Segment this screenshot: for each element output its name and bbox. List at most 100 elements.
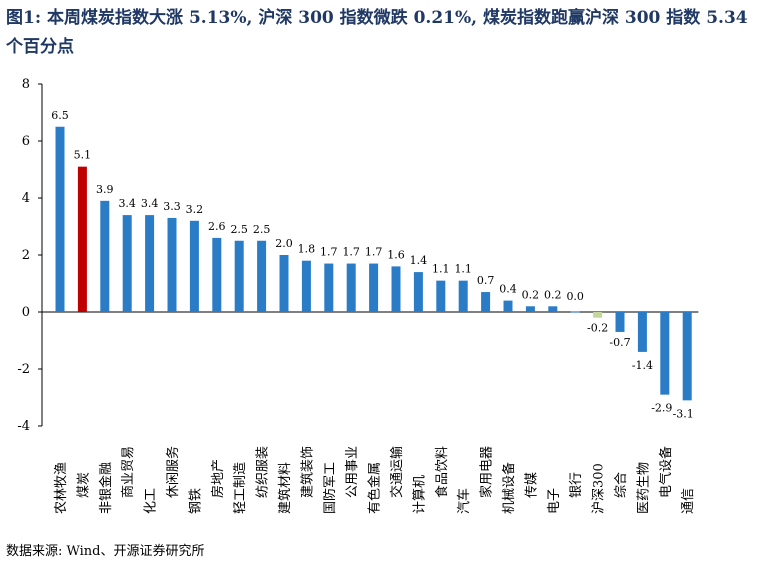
value-label: -0.2	[587, 322, 608, 335]
bar	[55, 126, 65, 312]
bar	[279, 255, 289, 312]
bar	[122, 215, 132, 312]
bar	[548, 306, 558, 312]
bar	[167, 217, 177, 312]
bar	[257, 240, 267, 312]
value-label: -1.4	[632, 359, 653, 372]
bar	[525, 306, 535, 312]
category-label: 公用事业	[345, 446, 360, 498]
category-label: 纺织服装	[256, 446, 271, 498]
bar	[145, 215, 155, 312]
value-label: 0.0	[566, 290, 584, 303]
y-tick-label: 8	[22, 77, 30, 92]
value-label: 3.3	[163, 200, 181, 213]
category-label: 交通运输	[389, 446, 405, 498]
value-label: 0.7	[477, 274, 495, 287]
bar	[301, 260, 311, 312]
bar	[324, 263, 334, 312]
category-label: 商业贸易	[121, 446, 136, 498]
category-label: 机械设备	[501, 462, 517, 514]
value-label: 3.4	[118, 197, 136, 210]
value-label: 6.5	[51, 109, 69, 122]
source-note: 数据来源: Wind、开源证券研究所	[6, 544, 205, 559]
value-label: -3.1	[673, 407, 694, 420]
category-label: 房地产	[210, 459, 226, 498]
category-label: 食品饮料	[434, 446, 450, 498]
value-label: 1.1	[432, 263, 450, 276]
value-label: 2.5	[230, 223, 248, 236]
bar	[436, 280, 446, 312]
bar	[100, 200, 110, 312]
bars	[55, 126, 692, 401]
category-label: 钢铁	[188, 488, 203, 514]
bar	[615, 312, 625, 332]
category-label: 家用电器	[479, 446, 495, 498]
category-label: 休闲服务	[165, 446, 181, 498]
bar	[481, 292, 491, 312]
y-tick-label: 6	[22, 134, 30, 149]
category-label: 综合	[614, 472, 629, 498]
y-tick-label: 0	[22, 305, 30, 320]
value-label: 1.4	[410, 254, 428, 267]
category-label: 建筑装饰	[299, 446, 315, 498]
category-label: 煤炭	[76, 472, 91, 498]
value-label: 1.1	[454, 263, 472, 276]
category-label: 沪深300	[591, 463, 607, 514]
bar	[503, 300, 513, 312]
value-label: -0.7	[609, 336, 630, 349]
category-label: 传媒	[524, 472, 539, 498]
value-label: 5.1	[74, 149, 92, 162]
value-label: -2.9	[651, 402, 672, 415]
value-label: 3.2	[186, 203, 204, 216]
category-label: 农林牧渔	[54, 462, 69, 514]
bar	[637, 312, 647, 352]
category-label: 有色金属	[367, 462, 383, 514]
value-label: 2.0	[275, 237, 293, 250]
y-tick-label: -4	[17, 419, 30, 434]
bar	[212, 237, 222, 312]
value-label: 1.7	[320, 246, 338, 259]
category-label: 计算机	[412, 475, 427, 514]
category-label: 电子	[547, 488, 562, 514]
bar	[346, 263, 356, 312]
bar	[570, 311, 580, 313]
bar	[593, 312, 603, 318]
value-label: 2.5	[253, 223, 271, 236]
bar	[189, 220, 199, 312]
category-label: 通信	[681, 488, 696, 514]
category-label: 医药生物	[636, 462, 651, 514]
bar	[391, 266, 401, 312]
value-label: 0.2	[544, 288, 562, 301]
category-label: 轻工制造	[233, 462, 248, 514]
value-label: 1.8	[298, 243, 316, 256]
bar	[682, 312, 692, 401]
value-label: 1.6	[387, 248, 405, 261]
category-label: 建筑材料	[277, 462, 293, 514]
category-label: 化工	[144, 488, 159, 514]
value-label: 2.6	[208, 220, 226, 233]
bar	[413, 272, 423, 312]
value-label: 1.7	[365, 246, 383, 259]
y-tick-label: 2	[22, 248, 30, 263]
category-label: 银行	[569, 472, 584, 498]
bar	[234, 240, 244, 312]
category-label: 国防军工	[322, 462, 338, 514]
y-tick-label: -2	[17, 362, 30, 377]
bar	[458, 280, 468, 312]
bar	[369, 263, 379, 312]
value-label: 0.2	[522, 288, 540, 301]
category-label: 非银金融	[98, 462, 114, 514]
value-label: 1.7	[342, 246, 360, 259]
bar	[660, 312, 670, 395]
category-label: 汽车	[456, 488, 472, 514]
chart-title: 图1: 本周煤炭指数大涨 5.13%, 沪深 300 指数微跌 0.21%, 煤…	[6, 8, 748, 57]
value-label: 0.4	[499, 283, 517, 296]
bar	[77, 166, 87, 312]
value-label: 3.4	[141, 197, 159, 210]
value-labels: 6.5 5.1 3.9 3.4 3.4 3.3 3.2 2.6 2.5 2.5 2.0 1.8 1.7 1…	[51, 109, 694, 421]
value-label: 3.9	[96, 183, 114, 196]
category-label: 电气设备	[658, 446, 674, 498]
y-tick-label: 4	[22, 191, 30, 206]
